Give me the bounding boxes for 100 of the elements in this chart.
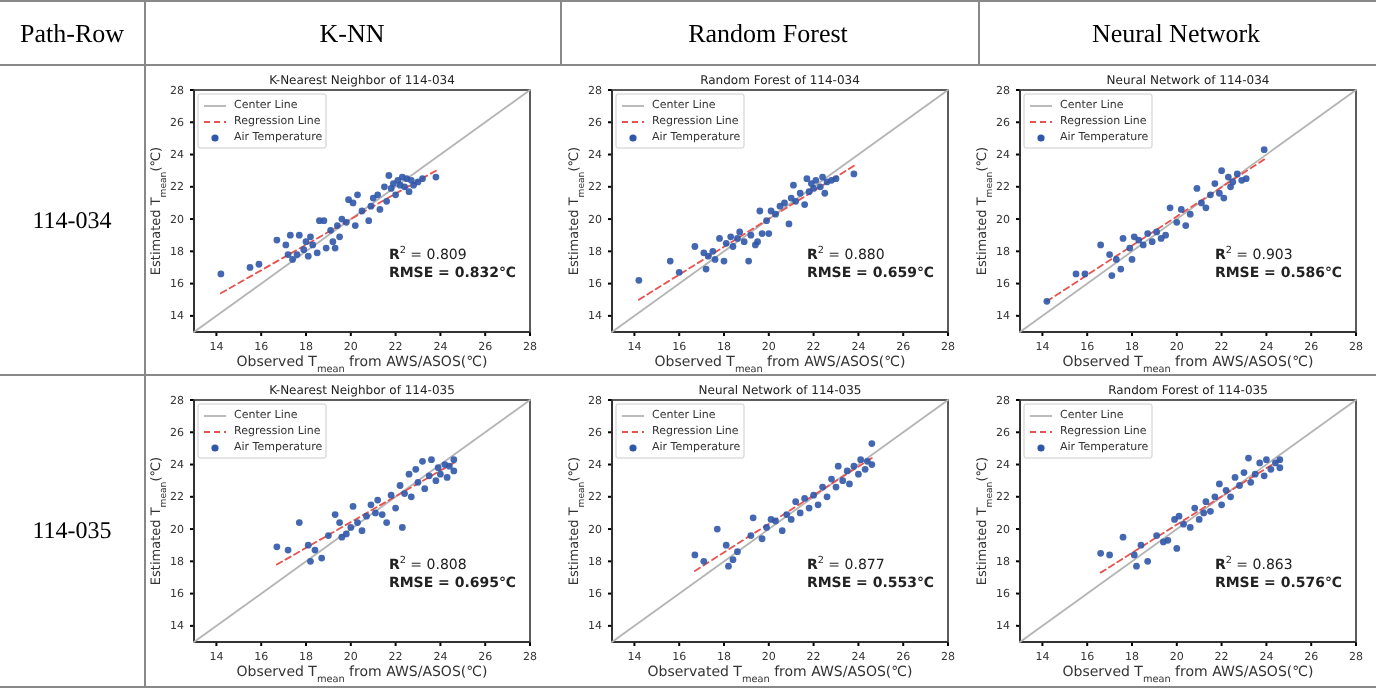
point	[255, 260, 263, 268]
point	[708, 247, 716, 255]
point	[378, 511, 386, 518]
point	[392, 504, 399, 512]
point	[721, 541, 729, 549]
point	[842, 467, 850, 475]
point	[410, 181, 417, 189]
point	[784, 220, 792, 228]
point	[383, 519, 391, 526]
point	[284, 251, 292, 258]
point	[1143, 230, 1151, 237]
point	[833, 462, 841, 470]
point	[755, 207, 763, 215]
point	[1246, 478, 1254, 486]
point	[739, 238, 747, 246]
point	[1152, 532, 1160, 539]
point	[1129, 551, 1137, 559]
point	[443, 474, 451, 481]
point	[771, 210, 778, 218]
point	[1262, 456, 1269, 464]
point	[1080, 270, 1088, 278]
point	[1201, 204, 1209, 212]
point	[273, 543, 281, 551]
point	[331, 244, 339, 252]
text: Random Forest	[688, 17, 849, 47]
point	[746, 532, 754, 539]
point	[407, 493, 415, 501]
point	[282, 241, 290, 249]
point	[1239, 469, 1247, 476]
point	[1136, 541, 1144, 549]
point	[327, 226, 335, 234]
point	[325, 532, 332, 539]
point	[307, 557, 314, 565]
point	[302, 238, 310, 246]
point	[322, 244, 330, 252]
point	[336, 519, 343, 526]
point	[780, 199, 787, 207]
point	[818, 173, 825, 181]
point	[1192, 185, 1200, 192]
point	[715, 235, 722, 242]
point	[690, 551, 698, 559]
point	[789, 181, 796, 189]
text: 114-035	[32, 516, 112, 544]
point	[387, 491, 395, 499]
point	[351, 222, 359, 229]
point	[1217, 167, 1224, 175]
point	[385, 172, 393, 179]
point	[419, 175, 426, 183]
point	[795, 189, 803, 197]
point	[831, 175, 839, 183]
point	[1172, 218, 1180, 226]
point	[405, 188, 413, 196]
point	[434, 464, 442, 472]
point	[838, 477, 846, 485]
point	[1096, 549, 1104, 557]
point	[1118, 235, 1126, 242]
text: K-NN	[319, 17, 386, 47]
point	[374, 496, 382, 504]
point	[710, 256, 718, 263]
point	[1255, 459, 1263, 467]
point	[345, 196, 352, 204]
point	[318, 554, 326, 562]
point	[1172, 545, 1180, 552]
point	[419, 457, 426, 465]
point	[1197, 199, 1204, 207]
point	[1235, 482, 1242, 489]
point	[1190, 504, 1198, 512]
point	[329, 238, 337, 246]
point	[854, 470, 861, 478]
point	[634, 276, 642, 284]
point	[1105, 551, 1112, 559]
point	[1147, 238, 1155, 246]
point	[1125, 244, 1133, 252]
point	[849, 170, 857, 178]
point	[856, 456, 864, 464]
point	[800, 495, 808, 502]
point	[401, 490, 408, 497]
point	[791, 197, 799, 205]
point	[1217, 501, 1224, 509]
point	[383, 197, 391, 205]
point	[867, 440, 875, 447]
point	[376, 206, 384, 213]
point	[331, 511, 339, 518]
point	[1132, 562, 1139, 570]
point	[728, 556, 736, 564]
point	[733, 235, 740, 242]
point	[1170, 516, 1177, 523]
point	[450, 467, 458, 475]
point	[800, 201, 808, 208]
point	[831, 483, 839, 491]
point	[381, 183, 388, 191]
point	[336, 233, 343, 241]
point	[304, 541, 312, 549]
point	[412, 465, 420, 473]
point	[771, 517, 778, 525]
point	[1134, 236, 1142, 244]
point	[1226, 183, 1233, 191]
point	[293, 251, 301, 258]
point	[712, 525, 720, 533]
point	[674, 268, 682, 276]
